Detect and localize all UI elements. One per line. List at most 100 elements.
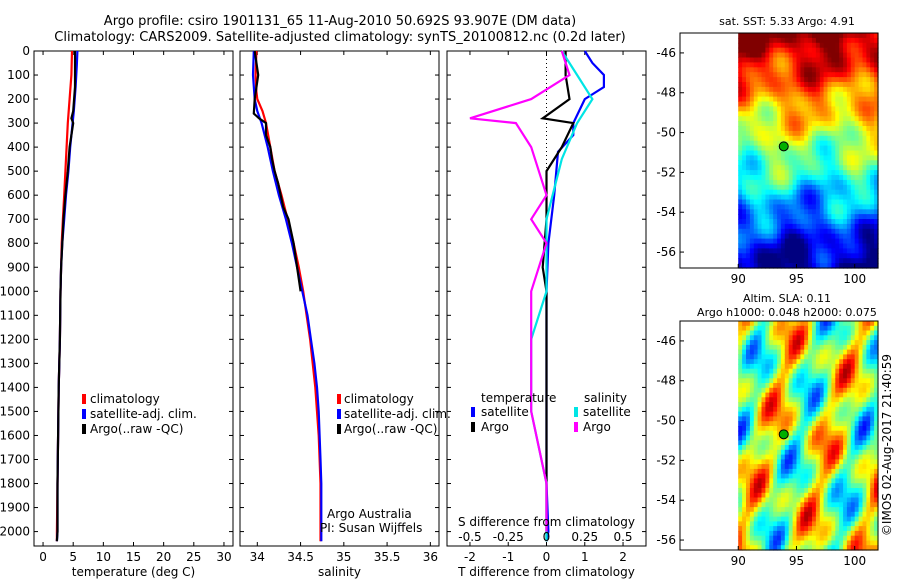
heatmap-cell [839,209,844,215]
heatmap-cell [839,248,844,254]
heatmap-cell [874,121,879,127]
heatmap-cell [854,392,860,398]
heatmap-cell [823,507,829,513]
heatmap-cell [738,449,743,456]
heatmap-cell [827,430,832,437]
heatmap-cell [839,540,844,546]
heatmap-cell [800,402,805,408]
heatmap-cell [773,530,778,537]
heatmap-cell [792,57,798,63]
heatmap-cell [862,416,867,422]
heatmap-cell [749,530,755,537]
heatmap-cell [815,421,821,427]
heatmap-cell [870,468,875,475]
heatmap-cell [812,488,817,494]
heatmap-cell [800,111,805,117]
heatmap-cell [850,116,856,122]
heatmap-cell [784,160,790,166]
heatmap-cell [773,392,778,398]
heatmap-cell [866,349,871,355]
heatmap-cell [757,82,763,88]
heatmap-cell [858,42,864,49]
heatmap-cell [808,253,813,259]
heatmap-cell [831,473,836,480]
heatmap-cell [757,62,763,68]
heatmap-cell [777,378,782,384]
heatmap-cell [866,135,871,142]
heatmap-cell [784,344,790,351]
heatmap-cell [870,344,875,351]
heatmap-cell [765,363,770,370]
heatmap-cell [862,248,867,254]
heatmap-cell [769,426,774,432]
heatmap-cell [827,253,832,259]
heatmap-cell [746,373,751,379]
heatmap-cell [862,209,867,215]
heatmap-cell [742,473,747,480]
heatmap-cell [780,52,786,59]
heatmap-cell [870,526,875,532]
heatmap-cell [780,378,786,384]
heatmap-cell [858,330,864,336]
heatmap-cell [866,397,871,403]
heatmap-cell [780,184,786,191]
heatmap-cell [742,478,747,484]
heatmap-cell [769,411,774,417]
heatmap-cell [815,507,821,513]
heatmap-cell [773,502,778,508]
heatmap-cell [757,135,763,142]
heatmap-cell [812,135,817,142]
heatmap-cell [862,214,867,220]
heatmap-cell [788,150,794,156]
heatmap-cell [839,253,844,259]
heatmap-cell [858,378,864,384]
heatmap-cell [784,204,790,210]
heatmap-cell [804,488,809,494]
heatmap-cell [843,52,848,59]
x-tick-label: 90 [731,554,746,568]
heatmap-cell [765,72,770,78]
heatmap-cell [780,253,786,259]
heatmap-cell [765,175,770,181]
heatmap-cell [827,116,832,122]
heatmap-cell [831,483,836,489]
y-tick-label: 1400 [0,380,30,394]
heatmap-cell [746,91,751,98]
heatmap-cell [866,359,871,365]
heatmap-cell [792,349,798,355]
heatmap-cell [862,47,867,54]
heatmap-cell [808,263,813,269]
heatmap-cell [738,507,743,513]
legend-swatch-t-satellite [471,407,475,417]
heatmap-cell [850,214,856,220]
heatmap-cell [780,209,786,215]
heatmap-cell [792,535,798,542]
heatmap-cell [777,86,782,93]
heatmap-cell [870,57,875,63]
heatmap-cell [846,383,852,389]
heatmap-cell [777,330,782,336]
heatmap-cell [866,82,871,88]
heatmap-cell [835,248,840,254]
legend-swatch-argo [337,424,341,434]
heatmap-cell [742,77,747,83]
heatmap-cell [769,189,774,196]
heatmap-cell [746,116,751,122]
heatmap-cell [815,263,821,269]
heatmap-cell [819,502,825,508]
heatmap-cell [804,47,809,54]
heatmap-cell [812,77,817,83]
heatmap-cell [769,540,774,546]
heatmap-cell [839,373,844,379]
heatmap-cell [777,209,782,215]
heatmap-cell [843,37,848,44]
heatmap-cell [858,445,864,451]
heatmap-cell [827,96,832,103]
heatmap-cell [746,150,751,156]
heatmap-cell [850,258,856,264]
heatmap-cell [769,106,774,112]
heatmap-cell [858,238,864,245]
heatmap-cell [800,502,805,508]
heatmap-cell [800,368,805,375]
heatmap-cell [788,378,794,384]
